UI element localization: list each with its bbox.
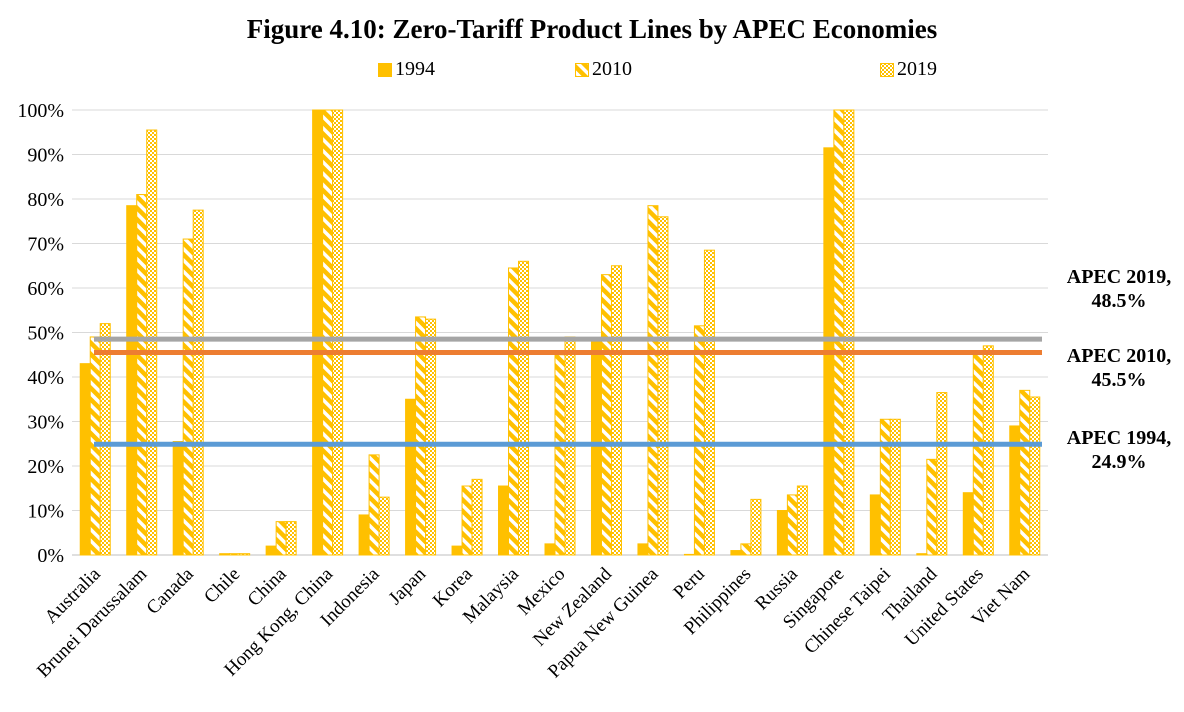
bar-1994 xyxy=(219,553,231,556)
reference-label-value: 45.5% xyxy=(1091,369,1147,391)
bar-2010 xyxy=(1019,389,1031,556)
bar-2010 xyxy=(786,494,798,556)
chart-title: Figure 4.10: Zero-Tariff Product Lines b… xyxy=(246,14,938,44)
bar-2019 xyxy=(518,260,530,556)
bar-1994 xyxy=(637,543,649,556)
bar-2019 xyxy=(192,209,204,556)
bar-2019 xyxy=(796,485,808,556)
y-tick-label: 40% xyxy=(27,367,64,389)
x-tick-label: Chile xyxy=(200,564,244,608)
y-tick-label: 70% xyxy=(27,234,64,256)
bar-2010 xyxy=(508,267,520,556)
legend-item-2010: 2010 xyxy=(575,58,632,81)
legend-swatch-diagonal xyxy=(575,62,589,77)
bar-1994 xyxy=(405,398,417,556)
bar-2019 xyxy=(378,496,390,556)
y-tick-label: 60% xyxy=(27,278,64,300)
legend-item-2019: 2019 xyxy=(880,58,937,81)
y-tick-label: 90% xyxy=(27,145,64,167)
bar-2010 xyxy=(275,521,287,556)
reference-label-value: 24.9% xyxy=(1091,451,1147,473)
y-tick-label: 0% xyxy=(37,545,64,567)
bar-2019 xyxy=(425,318,437,556)
bar-1994 xyxy=(962,492,974,556)
y-tick-label: 30% xyxy=(27,412,64,434)
bar-2010 xyxy=(182,238,194,556)
bar-2019 xyxy=(843,109,855,556)
bar-2019 xyxy=(332,109,344,556)
bar-2010 xyxy=(740,543,752,556)
bar-2019 xyxy=(982,345,994,556)
bar-1994 xyxy=(451,545,463,556)
bar-1994 xyxy=(776,510,788,556)
bar-2010 xyxy=(322,109,334,556)
bar-2010 xyxy=(833,109,845,556)
bar-2010 xyxy=(647,205,659,556)
legend: 1994 2010 2019 xyxy=(0,58,1184,84)
bar-1994 xyxy=(730,550,742,556)
bar-2010 xyxy=(972,352,984,556)
bar-2019 xyxy=(146,129,158,556)
legend-label-1994: 1994 xyxy=(395,58,435,80)
bar-2010 xyxy=(879,418,891,556)
y-tick-label: 20% xyxy=(27,456,64,478)
bar-2019 xyxy=(285,521,297,556)
x-tick-label: Japan xyxy=(385,563,431,609)
reference-line-label: APEC 2010, 45.5% xyxy=(1054,344,1184,392)
x-tick-label: Canada xyxy=(143,563,199,619)
legend-swatch-solid xyxy=(378,62,392,77)
y-tick-label: 80% xyxy=(27,189,64,211)
legend-swatch-crosshatch xyxy=(880,62,894,77)
y-tick-label: 50% xyxy=(27,323,64,345)
reference-line-label: APEC 2019, 48.5% xyxy=(1054,265,1184,313)
y-tick-label: 100% xyxy=(17,100,64,122)
reference-label-value: 48.5% xyxy=(1091,290,1147,312)
bar-1994 xyxy=(79,363,91,556)
bar-2010 xyxy=(136,194,148,556)
bar-2019 xyxy=(889,418,901,556)
bar-1994 xyxy=(312,109,324,556)
legend-item-1994: 1994 xyxy=(378,58,435,81)
reference-label-name: APEC 2019, xyxy=(1066,266,1172,288)
bar-1994 xyxy=(916,553,928,556)
reference-label-name: APEC 1994, xyxy=(1066,427,1172,449)
legend-label-2019: 2019 xyxy=(897,58,937,80)
bar-1994 xyxy=(683,553,695,556)
bar-1994 xyxy=(869,494,881,556)
bar-2010 xyxy=(554,354,566,556)
reference-label-name: APEC 2010, xyxy=(1066,345,1172,367)
bar-2010 xyxy=(229,553,241,556)
bar-1994 xyxy=(126,205,138,556)
bar-1994 xyxy=(172,441,184,556)
legend-label-2010: 2010 xyxy=(592,58,632,80)
bar-1994 xyxy=(265,545,277,556)
bar-1994 xyxy=(498,485,510,556)
reference-line-label: APEC 1994, 24.9% xyxy=(1054,426,1184,474)
y-tick-label: 10% xyxy=(27,501,64,523)
bar-1994 xyxy=(544,543,556,556)
x-tick-label: Peru xyxy=(669,563,709,603)
bar-1994 xyxy=(590,340,602,556)
bar-2010 xyxy=(600,274,612,556)
bar-2019 xyxy=(99,323,111,556)
bar-2019 xyxy=(936,392,948,556)
bar-2019 xyxy=(610,265,622,556)
bar-2019 xyxy=(703,249,715,556)
bar-2010 xyxy=(461,485,473,556)
bar-2019 xyxy=(657,216,669,556)
bar-2019 xyxy=(750,498,762,556)
bar-2010 xyxy=(368,454,380,556)
bar-2010 xyxy=(693,325,705,556)
bar-2010 xyxy=(926,458,938,556)
bar-1994 xyxy=(358,514,370,556)
bar-2019 xyxy=(1029,396,1041,556)
bar-2019 xyxy=(471,478,483,556)
bar-2019 xyxy=(239,553,251,556)
